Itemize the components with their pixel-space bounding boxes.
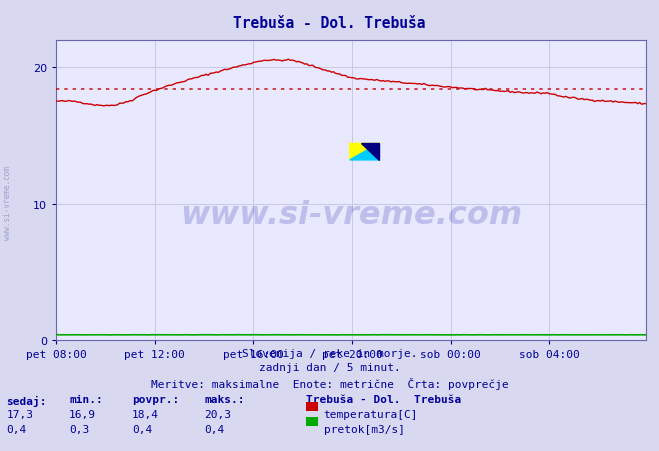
Text: 16,9: 16,9 xyxy=(69,410,96,419)
Text: 0,4: 0,4 xyxy=(7,424,27,434)
Polygon shape xyxy=(350,144,379,161)
Text: min.:: min.: xyxy=(69,395,103,405)
Text: pretok[m3/s]: pretok[m3/s] xyxy=(324,424,405,434)
Text: Trebuša - Dol.  Trebuša: Trebuša - Dol. Trebuša xyxy=(306,395,462,405)
Text: zadnji dan / 5 minut.: zadnji dan / 5 minut. xyxy=(258,363,401,373)
Text: 0,4: 0,4 xyxy=(132,424,152,434)
Text: 18,4: 18,4 xyxy=(132,410,159,419)
Text: 17,3: 17,3 xyxy=(7,410,34,419)
Text: www.si-vreme.com: www.si-vreme.com xyxy=(180,199,522,230)
Text: temperatura[C]: temperatura[C] xyxy=(324,410,418,419)
Text: 0,3: 0,3 xyxy=(69,424,90,434)
Text: www.si-vreme.com: www.si-vreme.com xyxy=(3,166,13,240)
Text: maks.:: maks.: xyxy=(204,395,244,405)
Text: Trebuša - Dol. Trebuša: Trebuša - Dol. Trebuša xyxy=(233,16,426,31)
Polygon shape xyxy=(361,144,379,161)
Text: 0,4: 0,4 xyxy=(204,424,225,434)
Text: povpr.:: povpr.: xyxy=(132,395,179,405)
Polygon shape xyxy=(350,144,379,161)
Text: sedaj:: sedaj: xyxy=(7,395,47,405)
Text: Meritve: maksimalne  Enote: metrične  Črta: povprečje: Meritve: maksimalne Enote: metrične Črta… xyxy=(151,377,508,389)
Text: Slovenija / reke in morje.: Slovenija / reke in morje. xyxy=(242,348,417,358)
Text: 20,3: 20,3 xyxy=(204,410,231,419)
